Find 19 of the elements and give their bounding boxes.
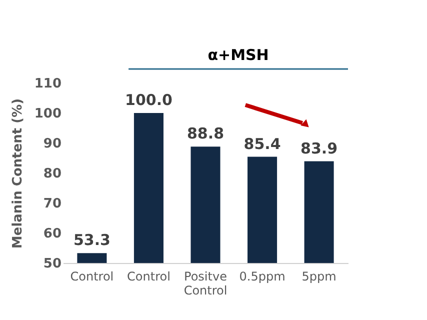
x-tick-label: Control bbox=[127, 270, 170, 284]
data-label: 83.9 bbox=[300, 139, 338, 158]
y-axis-title: Melanin Content (%) bbox=[10, 98, 26, 249]
y-tick-label: 80 bbox=[43, 166, 62, 182]
y-tick-label: 50 bbox=[43, 256, 62, 272]
y-tick-label: 70 bbox=[43, 196, 62, 212]
y-tick-label: 100 bbox=[34, 106, 62, 122]
x-tick-label: Control bbox=[70, 270, 114, 284]
x-tick-label: Positve Control bbox=[184, 270, 228, 298]
y-tick-label: 90 bbox=[43, 136, 62, 152]
y-tick-label: 60 bbox=[43, 226, 62, 242]
data-label: 53.3 bbox=[73, 231, 110, 250]
data-label: 88.8 bbox=[186, 124, 224, 143]
text: α+MSH bbox=[208, 46, 269, 64]
data-label: 85.4 bbox=[244, 134, 281, 153]
x-tick-label: 5ppm bbox=[302, 270, 336, 284]
data-label: 100.0 bbox=[125, 91, 172, 109]
x-tick-label: 0.5ppm bbox=[239, 270, 286, 284]
y-tick-label: 110 bbox=[34, 76, 62, 92]
